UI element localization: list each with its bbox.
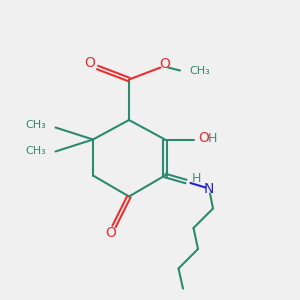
Text: CH₃: CH₃	[189, 65, 210, 76]
Text: H: H	[192, 172, 201, 185]
Text: O: O	[160, 57, 170, 70]
Text: O: O	[85, 56, 95, 70]
Text: CH₃: CH₃	[26, 146, 46, 157]
Text: H: H	[208, 131, 217, 145]
Text: O: O	[106, 226, 116, 240]
Text: CH₃: CH₃	[26, 119, 46, 130]
Text: O: O	[198, 131, 209, 145]
Text: N: N	[203, 182, 214, 196]
